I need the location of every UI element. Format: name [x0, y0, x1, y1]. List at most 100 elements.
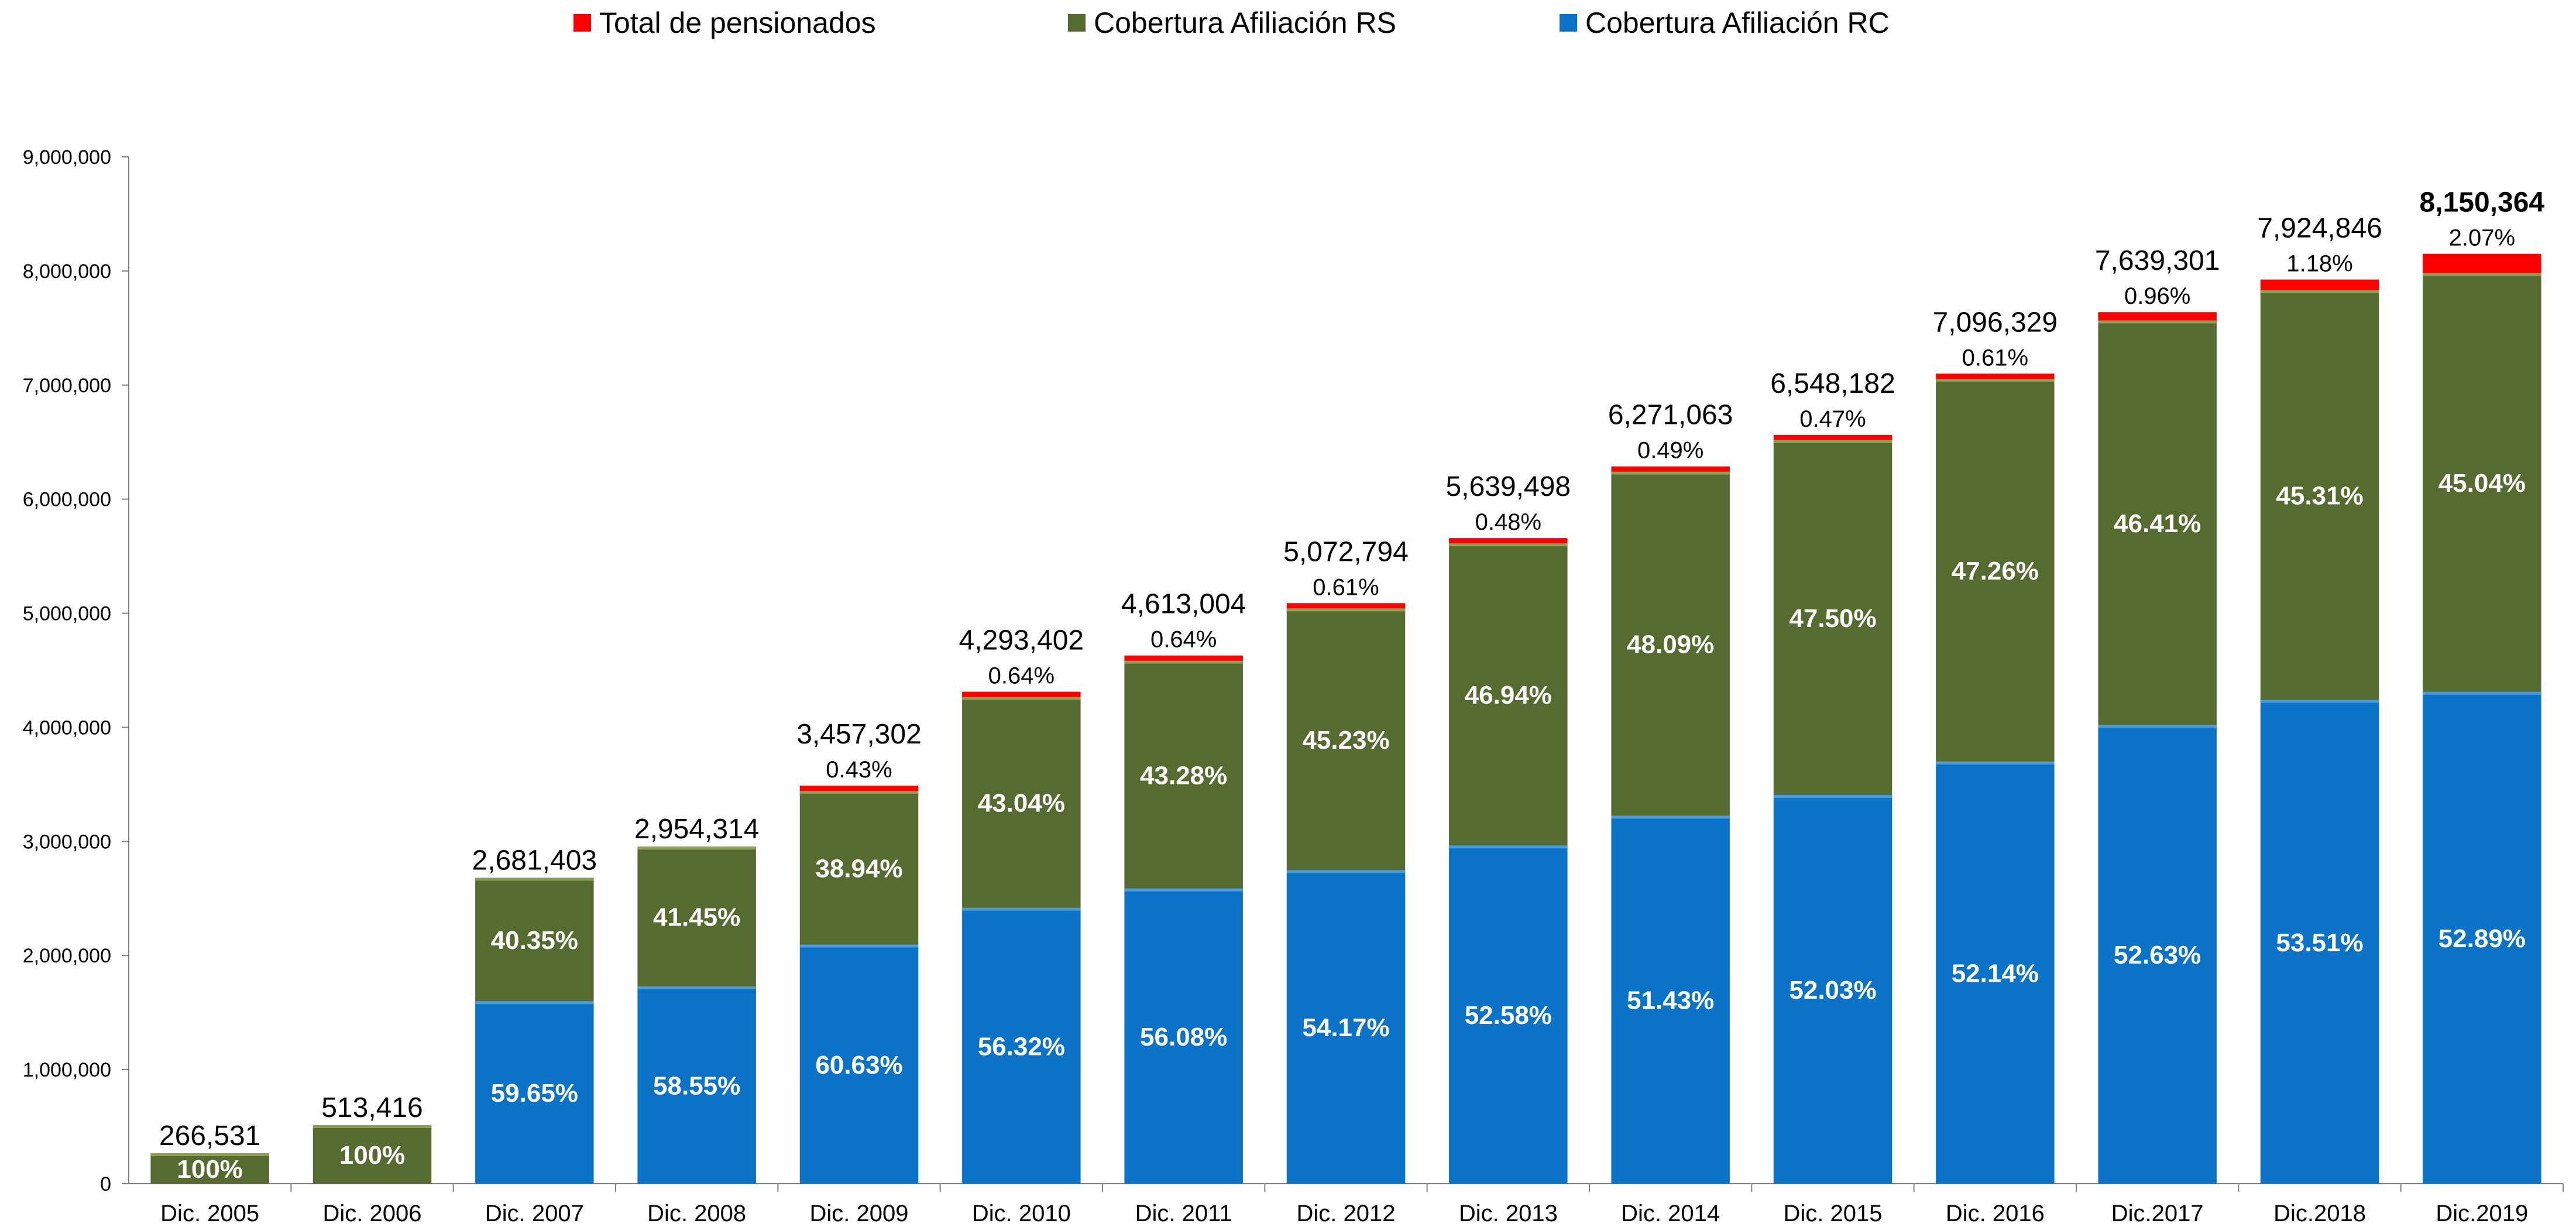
bar-total-pensionados: [1449, 538, 1568, 544]
bar-rs: [475, 878, 594, 1002]
bar-total-label: 513,416: [321, 1092, 423, 1123]
bar-total-label: 2,954,314: [634, 814, 760, 845]
legend-swatch-green: [1068, 14, 1086, 32]
bar-total-label: 266,531: [159, 1120, 261, 1151]
bar-rc-highlight: [962, 907, 1081, 911]
bar-rs-highlight: [799, 791, 919, 794]
y-tick-label: 5,000,000: [23, 603, 111, 625]
bar-rc: [2260, 700, 2379, 1184]
chart-bars: [150, 253, 2541, 1184]
legend-label-total: Total de pensionados: [599, 6, 876, 39]
chart-legend: Total de pensionados Cobertura Afiliació…: [0, 0, 2576, 53]
bar-rs: [1286, 608, 1406, 870]
bar-rc-highlight: [1773, 795, 1892, 798]
y-tick-label: 2,000,000: [23, 945, 111, 967]
bar-rs: [962, 697, 1081, 908]
bar-rs-pct-label: 41.45%: [653, 903, 740, 932]
bar-rs: [1936, 379, 2055, 762]
bar-rs-highlight: [2098, 320, 2217, 324]
bar-rs-pct-label: 48.09%: [1627, 630, 1714, 659]
x-category-label: Dic. 2013: [1459, 1201, 1558, 1226]
bar-rs-highlight: [1286, 608, 1406, 612]
bar-rs-pct-label: 45.23%: [1302, 726, 1389, 755]
bar-total-pensionados: [1773, 434, 1892, 440]
bar-total-pct-label: 0.64%: [988, 663, 1055, 689]
bar-rs: [1449, 543, 1568, 846]
bar-rc: [1449, 845, 1568, 1184]
bar-total-pct-label: 0.48%: [1475, 509, 1541, 535]
y-tick-label: 9,000,000: [23, 146, 111, 169]
bar-rc-pct-label: 60.63%: [815, 1051, 902, 1079]
bar-rs-pct-label: 100%: [339, 1141, 406, 1170]
bar-total-label: 7,096,329: [1933, 307, 2058, 338]
bar-rs: [799, 791, 919, 945]
bar-rs: [637, 846, 756, 986]
bar-rs: [2423, 273, 2541, 692]
bar-rs-pct-label: 47.50%: [1789, 604, 1876, 633]
bar-total-pensionados: [2098, 312, 2217, 321]
x-category-label: Dic. 2008: [647, 1201, 746, 1226]
bar-rs-pct-label: 38.94%: [815, 854, 902, 883]
x-category-label: Dic. 2009: [810, 1201, 909, 1226]
x-category-label: Dic. 2011: [1135, 1201, 1232, 1226]
x-category-label: Dic.2019: [2436, 1201, 2528, 1226]
bar-rc-pct-label: 56.32%: [978, 1032, 1065, 1061]
bar-total-pensionados: [1936, 373, 2055, 379]
bar-rc-highlight: [1286, 870, 1406, 873]
y-tick-label: 4,000,000: [23, 717, 111, 739]
chart-axes: 0 1,000,000 2,000,000 3,000,000 4,000,000 5,0…: [23, 146, 2564, 1226]
x-category-label: Dic. 2014: [1621, 1201, 1720, 1226]
bar-rc-highlight: [799, 944, 919, 948]
bar-rs: [2098, 320, 2217, 725]
y-tick-label: 3,000,000: [23, 831, 111, 853]
bar-rs-pct-label: 46.94%: [1465, 681, 1552, 710]
bar-rs: [1124, 660, 1243, 889]
bar-total-pensionados: [2260, 279, 2379, 290]
bar-rs-pct-label: 43.04%: [978, 789, 1065, 818]
bar-rs-pct-label: 46.41%: [2114, 509, 2201, 538]
x-category-label: Dic.2017: [2111, 1201, 2204, 1226]
x-category-label: Dic. 2010: [972, 1201, 1071, 1226]
bar-rc-pct-label: 52.03%: [1789, 976, 1876, 1005]
y-tick-label: 1,000,000: [23, 1059, 111, 1081]
bar-rc: [475, 1001, 594, 1184]
legend-item-rs: Cobertura Afiliación RS: [1068, 6, 1396, 40]
bar-total-pensionados: [1286, 603, 1406, 609]
x-category-label: Dic. 2006: [323, 1201, 422, 1226]
bar-rs-pct-label: 45.04%: [2438, 469, 2526, 498]
bar-total-label: 5,639,498: [1446, 471, 1571, 502]
bar-total-label: 4,613,004: [1121, 589, 1246, 620]
bar-rc-highlight: [2260, 700, 2379, 703]
bar-rs: [312, 1125, 432, 1184]
bar-rc-highlight: [1124, 888, 1243, 892]
bar-rc-pct-label: 59.65%: [491, 1079, 578, 1108]
legend-swatch-red: [573, 14, 591, 32]
bar-rs-highlight: [1773, 440, 1892, 443]
bar-total-pct-label: 0.43%: [826, 757, 892, 783]
bar-rs: [1773, 440, 1892, 796]
bar-rc: [1936, 761, 2055, 1184]
bar-total-label: 2,681,403: [472, 845, 597, 876]
bar-total-pct-label: 0.61%: [1962, 345, 2028, 371]
x-category-label: Dic. 2007: [485, 1201, 584, 1226]
bar-total-label: 6,271,063: [1608, 400, 1733, 431]
bar-rc-highlight: [475, 1001, 594, 1005]
y-tick-label: 7,000,000: [23, 375, 111, 397]
bar-total-pensionados: [962, 691, 1081, 697]
bar-rc: [1773, 795, 1892, 1184]
bar-rs-pct-label: 45.31%: [2276, 482, 2363, 510]
bar-total-pensionados: [1124, 655, 1243, 661]
bar-rc: [799, 944, 919, 1184]
bar-rs: [1611, 471, 1730, 816]
bar-total-label: 4,293,402: [959, 625, 1084, 656]
bar-rs-highlight: [1449, 543, 1568, 547]
bar-total-pct-label: 2.07%: [2449, 225, 2515, 251]
bar-rs-highlight: [2423, 273, 2541, 276]
legend-item-total-pensionados: Total de pensionados: [573, 6, 876, 40]
bar-rc: [2098, 725, 2217, 1184]
bar-rc-highlight: [2423, 691, 2541, 695]
y-tick-label: 0: [100, 1173, 111, 1195]
bar-rc: [2423, 691, 2541, 1184]
bar-total-label: 6,548,182: [1770, 368, 1895, 399]
